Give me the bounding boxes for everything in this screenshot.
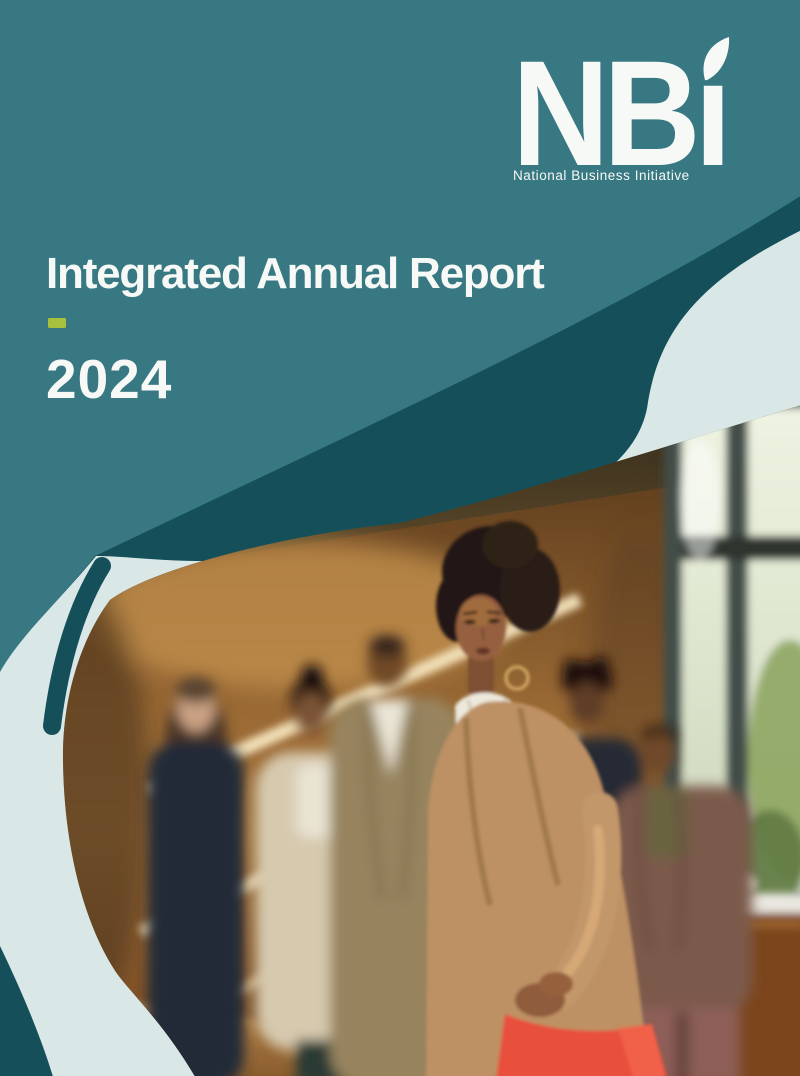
accent-dash	[48, 318, 66, 328]
corner-wedge	[0, 946, 53, 1076]
title-block: Integrated Annual Report 2024	[46, 249, 545, 410]
photo-rim	[43, 557, 111, 735]
cover-photo	[62, 404, 800, 1076]
logo-tagline: National Business Initiative	[513, 168, 690, 183]
hoop-earring	[504, 665, 530, 691]
nbi-logo: NBi National Business Initiative	[512, 37, 772, 198]
report-year: 2024	[46, 348, 173, 410]
photo-front-woman	[426, 521, 668, 1076]
report-title: Integrated Annual Report	[46, 249, 545, 298]
leaf-icon	[703, 37, 730, 81]
